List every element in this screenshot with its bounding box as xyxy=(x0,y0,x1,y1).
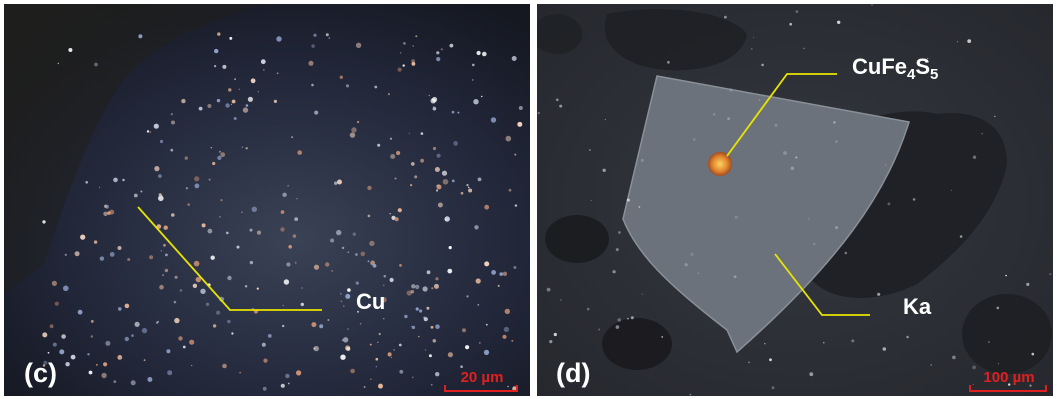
panel-label: (d) xyxy=(556,358,591,388)
cufe4s5-label: CuFe4S5 xyxy=(852,54,939,83)
ka-label: Ka xyxy=(903,294,932,319)
scale-bar-line xyxy=(444,385,518,392)
scale-bar: 100 µm xyxy=(969,370,1049,394)
micrograph-panel-c: (c) Cu 20 µm xyxy=(4,4,530,396)
scale-bar: 20 µm xyxy=(444,370,520,394)
scale-bar-line xyxy=(969,385,1047,392)
annotation-leader-cu xyxy=(137,206,322,311)
annotation-leaders xyxy=(726,73,870,316)
scale-bar-label: 20 µm xyxy=(460,369,504,386)
micrograph-c-image xyxy=(4,4,530,396)
scale-bar-label: 100 µm xyxy=(983,369,1035,386)
micrograph-panel-d: (d) CuFe4S5 Ka 100 µm xyxy=(537,4,1053,396)
panel-label: (c) xyxy=(24,358,57,388)
cu-label: Cu xyxy=(356,289,386,314)
micrograph-d-image xyxy=(537,4,1053,396)
